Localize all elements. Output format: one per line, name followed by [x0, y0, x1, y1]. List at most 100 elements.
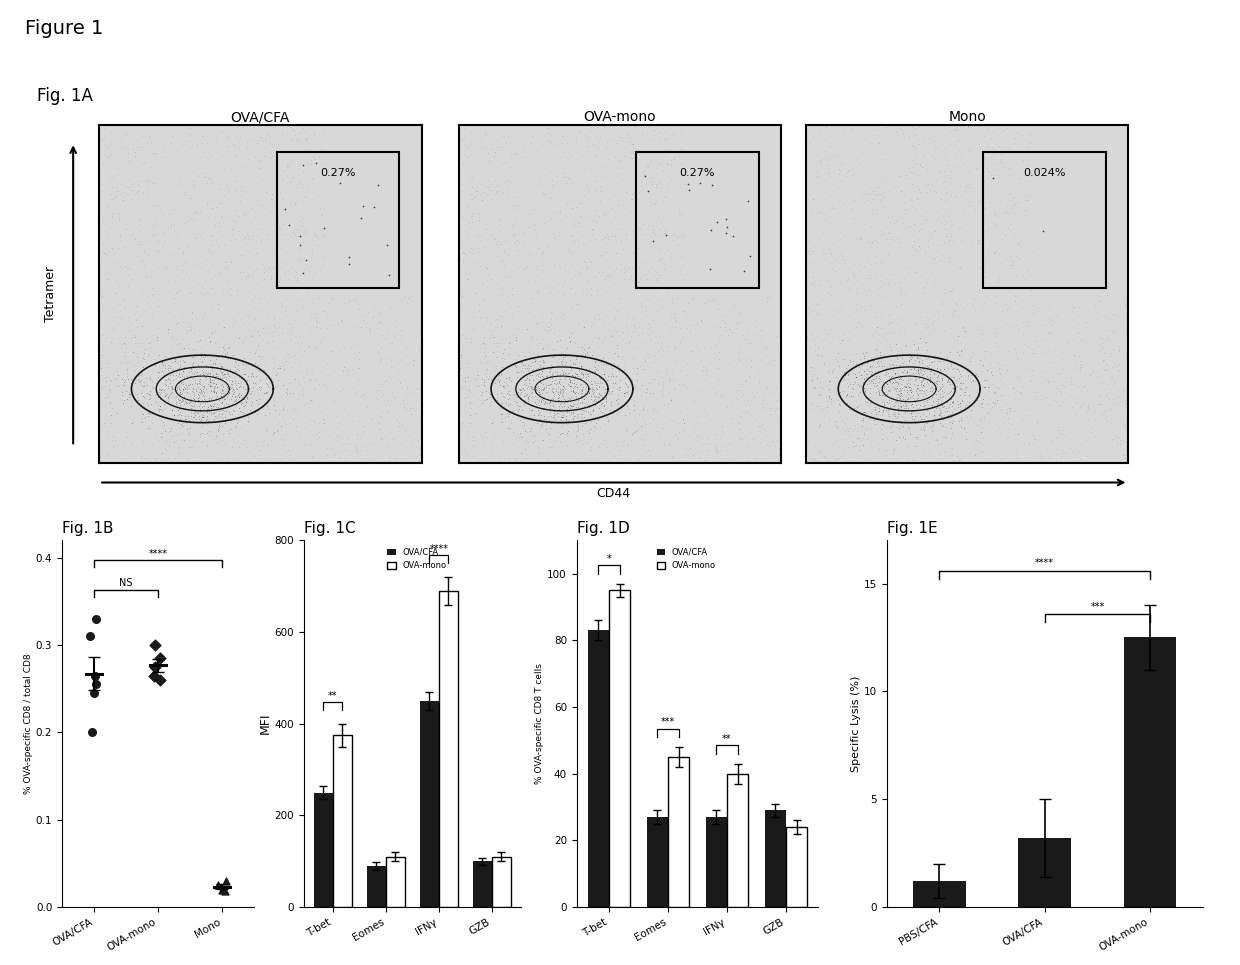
Point — [503, 425, 523, 440]
Point — [491, 364, 511, 379]
Point — [683, 393, 703, 408]
Point — [250, 152, 270, 168]
Point — [198, 208, 218, 224]
Point — [153, 354, 172, 370]
Point — [947, 332, 967, 347]
Point — [356, 438, 376, 454]
Point — [549, 399, 569, 414]
Point — [533, 340, 553, 355]
Point — [615, 385, 635, 400]
Point — [863, 183, 883, 199]
Point — [306, 178, 326, 193]
Point — [140, 383, 160, 399]
Point — [270, 184, 290, 200]
Point — [118, 309, 138, 324]
Point — [162, 368, 182, 383]
Point — [930, 277, 950, 292]
Point — [1039, 311, 1059, 326]
Point — [206, 368, 226, 383]
Point — [200, 366, 219, 381]
Point — [753, 393, 773, 408]
Point — [458, 355, 477, 371]
Point — [409, 413, 429, 428]
Point — [201, 172, 221, 187]
Point — [89, 421, 109, 436]
Point — [136, 185, 156, 201]
Point — [532, 373, 552, 389]
Point — [852, 147, 872, 162]
Point — [155, 348, 175, 364]
Point — [1007, 350, 1027, 366]
Point — [870, 411, 890, 427]
Point — [492, 395, 512, 410]
Point — [670, 206, 689, 221]
Point — [109, 367, 129, 382]
Point — [1028, 420, 1048, 435]
Point — [202, 245, 222, 261]
Point — [680, 428, 699, 444]
Point — [401, 386, 420, 401]
Point — [140, 388, 160, 403]
Point — [811, 155, 831, 171]
Point — [968, 434, 988, 450]
Point — [492, 414, 512, 429]
Point — [248, 397, 268, 412]
Point — [857, 395, 877, 410]
Point — [175, 413, 195, 428]
Point — [988, 169, 1008, 184]
Point — [546, 399, 565, 414]
Point — [593, 247, 613, 262]
Point — [1099, 392, 1118, 407]
Point — [239, 356, 259, 372]
Point — [325, 445, 345, 460]
Point — [810, 133, 830, 149]
Point — [863, 186, 883, 202]
Point — [559, 329, 579, 345]
Point — [315, 416, 335, 431]
Point — [213, 319, 233, 335]
Point — [450, 132, 470, 148]
Point — [494, 260, 513, 275]
Point — [585, 408, 605, 424]
Point — [895, 378, 915, 394]
Point — [963, 376, 983, 392]
Point — [916, 387, 936, 402]
Point — [651, 334, 671, 349]
Point — [967, 446, 987, 461]
Point — [951, 410, 971, 426]
Point — [707, 338, 727, 353]
Point — [587, 283, 606, 298]
Point — [109, 258, 129, 273]
Point — [846, 182, 866, 198]
Point — [170, 386, 190, 401]
Point — [929, 393, 949, 408]
Point — [213, 410, 233, 426]
Point — [564, 306, 584, 321]
Point — [879, 277, 899, 292]
Point — [934, 122, 954, 137]
Point — [515, 434, 534, 450]
Point — [258, 401, 278, 417]
Point — [872, 191, 892, 207]
Point — [921, 361, 941, 376]
Point — [892, 414, 911, 429]
Point — [894, 129, 914, 145]
Point — [711, 444, 730, 459]
Point — [525, 202, 544, 217]
Point — [259, 261, 279, 276]
Point — [991, 255, 1011, 270]
Point — [910, 310, 930, 325]
Point — [492, 186, 512, 202]
Point — [842, 389, 862, 404]
Point — [113, 396, 133, 411]
Point — [822, 449, 842, 464]
Point — [275, 167, 295, 182]
Point — [498, 128, 518, 144]
Point — [582, 396, 601, 411]
Point — [882, 315, 901, 330]
Point — [732, 431, 751, 447]
Point — [475, 345, 495, 360]
Point — [614, 260, 634, 275]
Point — [533, 401, 553, 417]
Point — [203, 384, 223, 400]
